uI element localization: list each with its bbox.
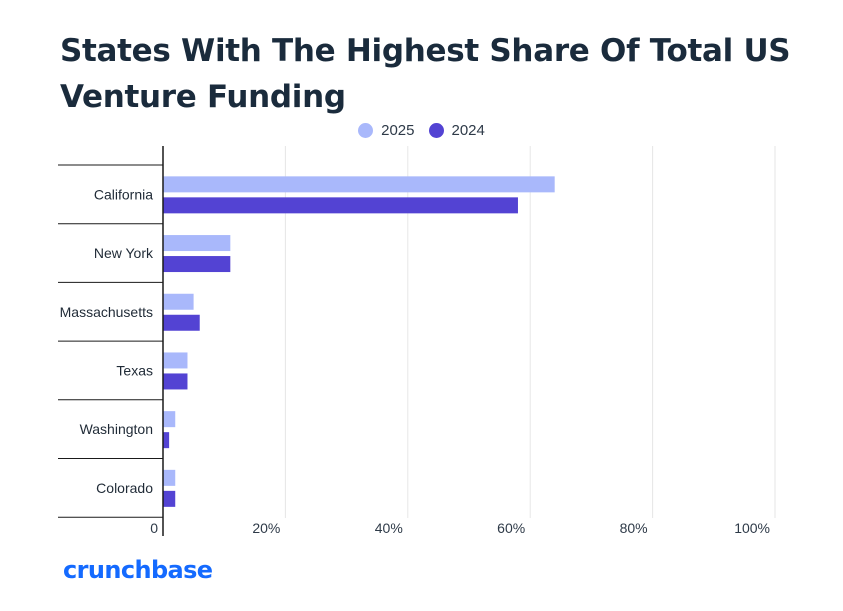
bar-2024 xyxy=(163,373,188,390)
legend-item-2024: 2024 xyxy=(428,122,485,139)
crunchbase-logo: crunchbase xyxy=(63,556,213,584)
category-label: New York xyxy=(94,245,154,261)
bar-2024 xyxy=(163,432,170,449)
bar-2025 xyxy=(163,235,231,252)
legend-swatch-2025 xyxy=(358,123,374,138)
bar-2025 xyxy=(163,352,188,369)
bar-2024 xyxy=(163,490,176,507)
legend-label-2025: 2025 xyxy=(381,122,415,139)
bar-2025 xyxy=(163,293,194,310)
legend: 2025 2024 xyxy=(0,122,843,139)
bar-2024 xyxy=(163,314,200,331)
category-label: Massachusetts xyxy=(60,304,153,320)
bar-chart: California New York Massachusetts Texas Wash… xyxy=(58,146,776,536)
bar-2025 xyxy=(163,469,176,486)
bar-2024 xyxy=(163,197,518,214)
chart-title: States With The Highest Share Of Total U… xyxy=(60,33,791,115)
x-tick-label: 60% xyxy=(497,520,525,536)
x-tick-label: 0 xyxy=(150,520,158,536)
x-tick-label: 20% xyxy=(252,520,280,536)
x-tick-label: 80% xyxy=(620,520,648,536)
x-tick-label: 40% xyxy=(375,520,403,536)
category-label: California xyxy=(94,186,153,202)
bar-2024 xyxy=(163,256,231,273)
category-label: Colorado xyxy=(96,480,153,496)
category-label: Washington xyxy=(80,421,153,437)
legend-swatch-2024 xyxy=(428,123,444,138)
legend-item-2025: 2025 xyxy=(358,122,415,139)
bar-2025 xyxy=(163,411,176,428)
bar-2025 xyxy=(163,176,555,193)
category-label: Texas xyxy=(116,362,153,378)
legend-label-2024: 2024 xyxy=(451,122,485,139)
x-tick-label: 100% xyxy=(734,520,770,536)
